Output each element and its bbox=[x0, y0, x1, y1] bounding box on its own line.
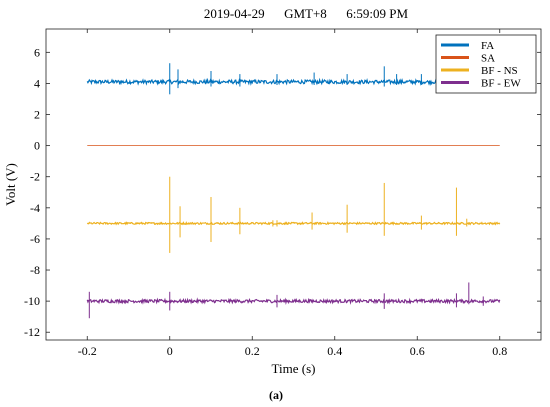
figure-caption: (a) bbox=[269, 388, 283, 402]
y-tick-label: -6 bbox=[30, 232, 40, 246]
y-axis-ticks: -12 -10 -8 -6 -4 -2 0 2 4 6 bbox=[24, 45, 541, 339]
series-bf-ns bbox=[86, 176, 501, 253]
x-tick-label: 0.2 bbox=[245, 344, 260, 358]
x-tick-label: 0.4 bbox=[327, 344, 342, 358]
series-line bbox=[86, 221, 501, 226]
y-tick-label: 0 bbox=[34, 139, 40, 153]
series-line bbox=[86, 77, 501, 86]
series-layer bbox=[86, 63, 501, 319]
y-tick-label: -4 bbox=[30, 201, 40, 215]
plot-area: -0.2 0 0.2 0.4 0.6 0.8 -12 -10 -8 -6 -4 -2 0 2 4 6 bbox=[24, 28, 542, 358]
legend-entry: SA bbox=[481, 53, 495, 65]
x-axis-ticks: -0.2 0 0.2 0.4 0.6 0.8 bbox=[78, 29, 507, 358]
y-tick-label: -2 bbox=[30, 170, 40, 184]
x-tick-label: 0.6 bbox=[410, 344, 425, 358]
legend-entry: FA bbox=[481, 40, 494, 52]
y-axis-label: Volt (V) bbox=[3, 163, 18, 206]
x-tick-label: 0.8 bbox=[492, 344, 507, 358]
y-tick-label: -10 bbox=[24, 294, 40, 308]
x-tick-label: -0.2 bbox=[78, 344, 97, 358]
y-tick-label: -8 bbox=[30, 263, 40, 277]
series-fa bbox=[86, 63, 501, 95]
plot-frame bbox=[45, 28, 542, 341]
series-line bbox=[86, 297, 501, 306]
legend-entry: BF - NS bbox=[481, 65, 518, 77]
x-tick-label: 0 bbox=[167, 344, 173, 358]
series-bf-ew bbox=[86, 282, 501, 319]
y-tick-label: 4 bbox=[34, 76, 40, 90]
x-axis-label: Time (s) bbox=[272, 361, 316, 376]
y-tick-label: 2 bbox=[34, 108, 40, 122]
y-tick-label: -12 bbox=[24, 325, 40, 339]
legend-entry: BF - EW bbox=[481, 78, 521, 90]
chart-title: 2019-04-29 GMT+8 6:59:09 PM bbox=[204, 6, 409, 21]
y-tick-label: 6 bbox=[34, 45, 40, 59]
